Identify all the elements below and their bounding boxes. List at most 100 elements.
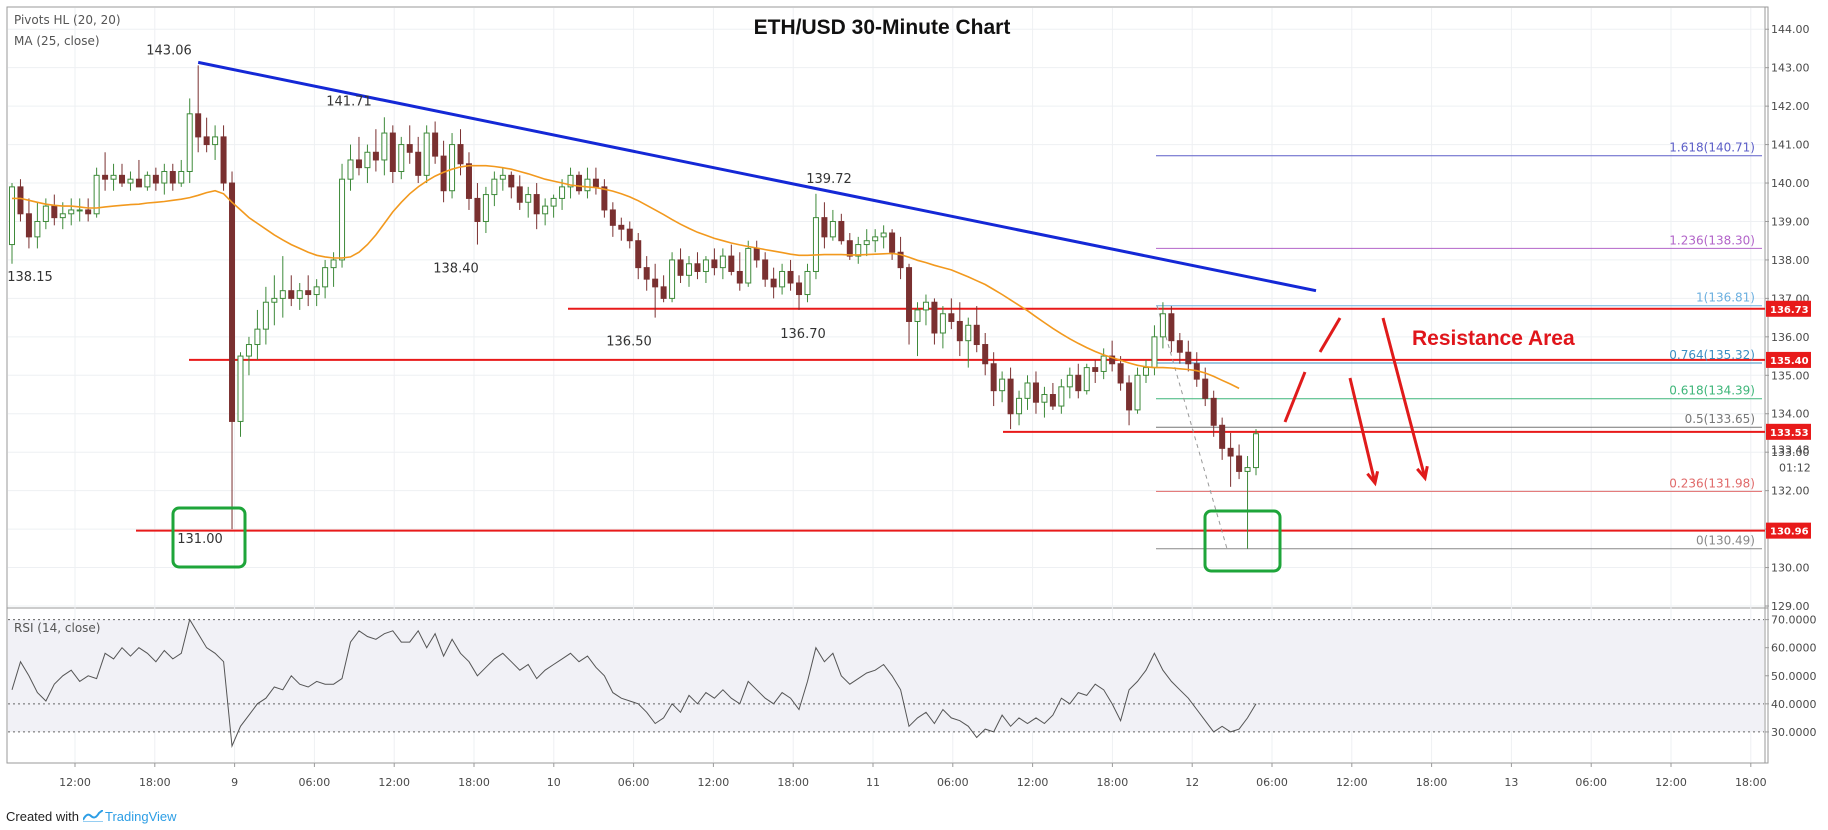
candle-body [965, 324, 972, 342]
candle-body [525, 194, 532, 203]
candle-body [872, 236, 879, 242]
candle-body [753, 247, 760, 261]
price-tick-label: 140.00 [1771, 177, 1810, 190]
annotations: 143.06 141.71 139.72 138.15 138.40 136.50 136.… [7, 43, 1429, 573]
candle-body [1159, 313, 1166, 338]
time-tick-label: 18:00 [1735, 776, 1767, 789]
candle-body [279, 290, 286, 299]
price-tick-label: 141.00 [1771, 139, 1810, 152]
pivot-label: 136.70 [780, 327, 826, 342]
price-tag-label: 133.53 [1770, 428, 1809, 439]
candle-body [1253, 433, 1259, 469]
candle-body [719, 255, 726, 269]
candle-body [1202, 378, 1209, 399]
candle-body [702, 259, 709, 272]
projection-arrow [1348, 377, 1377, 484]
price-tick-label: 136.00 [1771, 331, 1810, 344]
candle-body [1100, 355, 1107, 372]
candle-body [465, 163, 472, 199]
candle-body [922, 301, 929, 311]
trendline-group [197, 60, 1317, 549]
tradingview-brand-link[interactable]: TradingView [104, 808, 177, 824]
time-tick-label: 18:00 [1416, 776, 1448, 789]
legend-rsi[interactable]: RSI (14, close) [14, 621, 100, 635]
fib-level-label: 1.236(138.30) [1669, 233, 1755, 247]
candle-body [1227, 447, 1234, 457]
candle-body [355, 159, 362, 169]
candle-body [389, 132, 396, 172]
candle-body [762, 259, 769, 280]
candle-body [855, 244, 862, 257]
candle-body [838, 220, 845, 242]
candle-body [1244, 467, 1251, 472]
candle-body [186, 113, 193, 172]
time-tick-label: 18:00 [777, 776, 809, 789]
candle-body [1032, 382, 1039, 403]
candle-body [1016, 397, 1023, 415]
candle-body [821, 217, 828, 238]
candle-body [93, 174, 100, 215]
candle-body [457, 144, 464, 165]
countdown-label: 01:12 [1779, 462, 1811, 475]
candle-body [711, 259, 718, 269]
time-tick-label: 12 [1185, 776, 1199, 789]
candle-body [313, 286, 320, 296]
candle-body [804, 270, 811, 296]
candle-body [203, 136, 210, 146]
candle-body [135, 178, 142, 188]
candle-body [229, 182, 236, 422]
price-axis[interactable]: 129.00130.00131.00132.00133.00134.00135.… [1765, 23, 1811, 613]
candle-body [161, 170, 168, 184]
candle-body [1007, 378, 1014, 415]
candle-body [381, 132, 388, 161]
legend-pivots[interactable]: Pivots HL (20, 20) [14, 13, 121, 27]
candle-body [1176, 340, 1183, 353]
candle-body [1219, 424, 1226, 449]
candle-body [59, 213, 66, 219]
legend-ma[interactable]: MA (25, close) [14, 34, 100, 48]
candle-body [796, 282, 803, 296]
fib-level-label: 0.236(131.98) [1669, 476, 1755, 490]
candle-body [897, 251, 904, 269]
candle-body [677, 259, 684, 276]
candle-body [398, 144, 405, 172]
price-tick-label: 144.00 [1771, 23, 1810, 36]
fibonacci-levels: 1.618(140.71) 1.236(138.30) 1(136.81) 0.764… [1156, 141, 1762, 550]
candle-body [516, 186, 523, 203]
time-tick-label: 06:00 [937, 776, 969, 789]
candle-body [745, 247, 752, 284]
candle-body [533, 194, 540, 215]
pivot-label: 136.50 [606, 335, 652, 350]
time-axis[interactable]: 12:00 18:00 9 06:00 12:00 18:00 10 06:00 12:00 18… [59, 763, 1767, 789]
candle-body [305, 290, 312, 296]
candle-body [245, 344, 252, 357]
fib-level-label: 0(130.49) [1696, 534, 1755, 548]
fib-level-label: 0.618(134.39) [1669, 384, 1755, 398]
candle-body [779, 270, 786, 288]
candle-body [846, 240, 853, 257]
time-tick-label: 06:00 [1256, 776, 1288, 789]
rsi-tick-label: 70.0000 [1771, 614, 1817, 627]
rsi-tick-label: 60.0000 [1771, 642, 1817, 655]
candle-body [787, 270, 794, 284]
tradingview-logo-icon[interactable] [82, 809, 104, 823]
candle-body [1092, 367, 1099, 372]
time-tick-label: 06:00 [299, 776, 331, 789]
price-tick-label: 142.00 [1771, 100, 1810, 113]
candle-body [728, 255, 735, 272]
candle-body [237, 355, 244, 422]
price-tick-label: 135.00 [1771, 369, 1810, 382]
candle-body [9, 186, 15, 246]
candle-body [736, 270, 743, 284]
candle-body [364, 151, 371, 169]
candle-body [626, 228, 633, 242]
fib-level-label: 1(136.81) [1696, 291, 1755, 305]
candle-body [25, 213, 32, 238]
projection-arrow [1283, 371, 1307, 423]
candle-body [1109, 355, 1116, 365]
price-tick-label: 132.00 [1771, 485, 1810, 498]
candle-body [499, 174, 506, 180]
rsi-pane: 30.0000 40.0000 50.0000 60.0000 70.0000 [8, 614, 1817, 748]
candle-body [119, 174, 126, 184]
candle-body [330, 259, 337, 269]
